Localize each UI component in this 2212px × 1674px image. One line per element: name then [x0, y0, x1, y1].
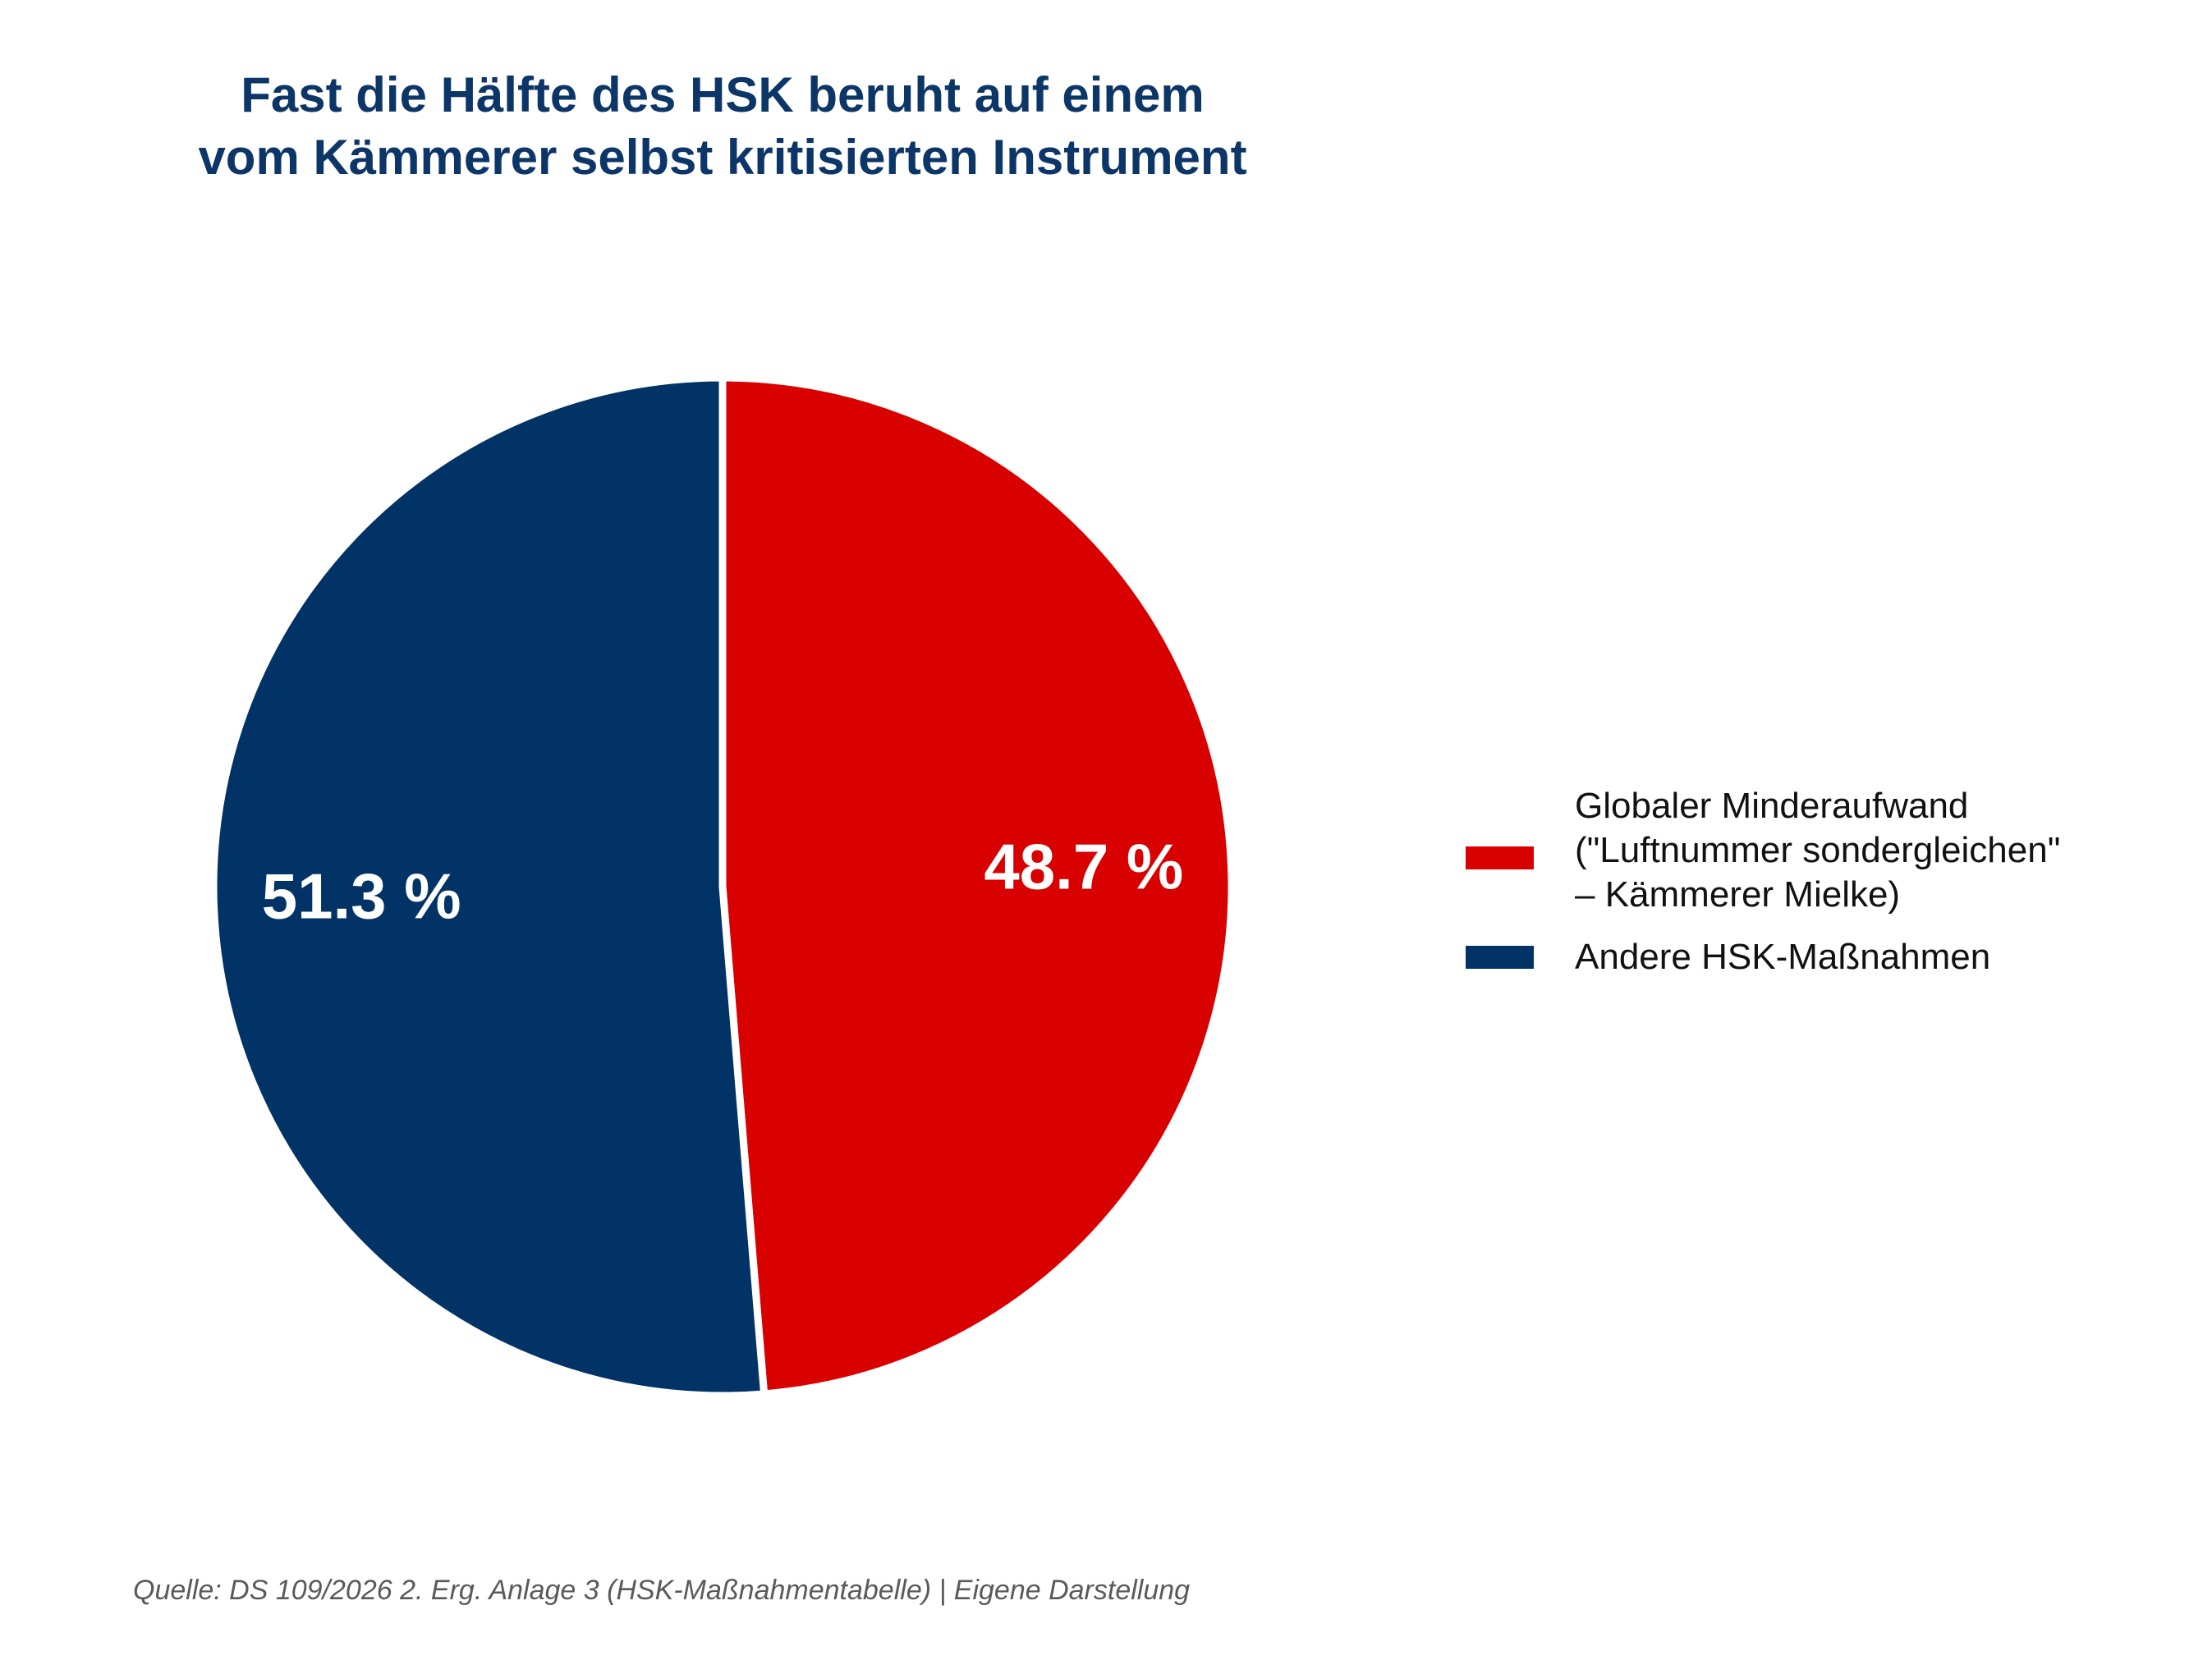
source-note: Quelle: DS 109/2026 2. Erg. Anlage 3 (HS… — [133, 1575, 1191, 1606]
legend-label-line: Globaler Minderaufwand — [1575, 786, 1969, 826]
pie-slice-label-1: 51.3 % — [262, 860, 461, 933]
legend-label-andere-hsk-massnahmen: Andere HSK-Maßnahmen — [1575, 935, 1990, 979]
chart-title-line-1: Fast die Hälfte des HSK beruht auf einem — [241, 67, 1205, 122]
legend-label-line: Andere HSK-Maßnahmen — [1575, 937, 1991, 977]
legend-swatch-blue — [1466, 946, 1534, 969]
pie-slice-0 — [718, 374, 1236, 1398]
chart-title: Fast die Hälfte des HSK beruht auf einem… — [66, 64, 1379, 189]
legend-label-line: – Kämmerer Mielke) — [1575, 874, 1901, 915]
pie-labels: 48.7 % 51.3 % — [262, 831, 1184, 933]
legend-label-line: ("Luftnummer sondergleichen" — [1575, 830, 2061, 870]
legend-swatch-red — [1466, 846, 1534, 869]
legend-label-globaler-minderaufwand: Globaler Minderaufwand ("Luftnummer sond… — [1575, 784, 2060, 917]
pie-slices — [209, 374, 1236, 1400]
chart-title-line-2: vom Kämmerer selbst kritisierten Instrum… — [198, 130, 1247, 185]
pie-slice-label-0: 48.7 % — [984, 831, 1183, 903]
pie-slice-1 — [209, 374, 769, 1400]
